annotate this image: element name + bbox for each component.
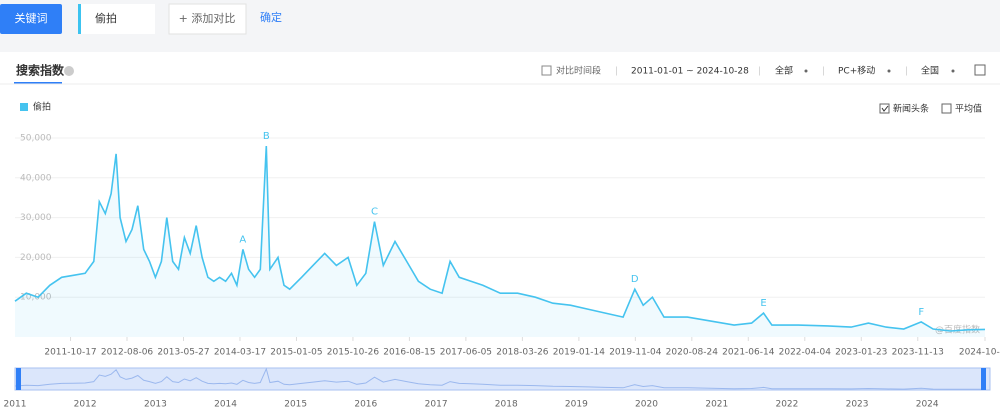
dropdown-dot [804,69,808,73]
add-compare-label[interactable]: + 添加对比 [179,11,236,25]
navigator-tick-label: 2017 [425,400,448,410]
x-tick-label: 2015-01-05 [270,348,322,358]
line [14,145,986,332]
x-tick-label: 2011-10-17 [44,348,96,358]
navigator-tick-label: 2022 [775,400,798,410]
x-tick-label: 2021-06-14 [722,348,775,358]
x-tick-label: 2023-11-13 [892,348,944,358]
x-tick-label: 2018-03-26 [496,348,549,358]
annotation: E [760,298,766,309]
annotation: C [371,207,378,218]
average-label[interactable]: 平均值 [955,103,982,115]
dropdown-dot [951,69,955,73]
navigator-handle[interactable] [16,368,21,390]
navigator-tick-label: 2014 [214,400,237,410]
x-tick-label: 2019-11-04 [609,348,662,358]
x-tick-label: 2024-10-28 [959,348,1000,358]
export-icon[interactable] [974,64,986,76]
keyword-text[interactable]: 偷拍 [95,11,117,25]
navigator-tick-label: 2012 [74,400,97,410]
keyword-button[interactable] [0,4,62,34]
navigator-tick-label: 2011 [4,400,27,410]
navigator-tick-label: 2015 [284,400,307,410]
x-tick-label: 2014-03-17 [214,348,266,358]
confirm-link[interactable]: 确定 [260,10,282,24]
help-icon[interactable] [64,66,74,76]
panel-title: 搜索指数 [16,63,65,78]
device[interactable]: PC+移动 [838,65,875,77]
annotation: B [263,131,270,142]
x-tick-label: 2022-04-04 [779,348,832,358]
title-underline [14,82,62,84]
legend-label: 偷拍 [33,101,51,113]
watermark: @百度指数 [935,324,980,336]
navigator [14,367,991,391]
x-tick-label: 2012-08-06 [101,348,154,358]
annotation: A [239,234,246,245]
navigator-tick-label: 2021 [705,400,728,410]
divider: | [615,67,618,77]
navigator-tick-label: 2024 [916,400,939,410]
y-tick-label: 50,000 [20,134,52,144]
average-checkbox[interactable] [941,103,952,114]
input-accent [78,4,81,34]
device-all[interactable]: 全部 [775,65,793,77]
navigator-tick-label: 2023 [846,400,869,410]
navigator-tick-label: 2020 [635,400,658,410]
compare-checkbox[interactable] [541,65,552,76]
navigator-tick-label: 2013 [144,400,167,410]
x-tick-label: 2019-01-14 [553,348,606,358]
news-checkbox[interactable] [879,103,890,114]
x-tick-label: 2020-08-24 [666,348,719,358]
y-tick-label: 40,000 [20,173,52,183]
navigator-line [14,367,985,390]
x-tick-label: 2017-06-05 [440,348,492,358]
y-tick-label: 10,000 [20,293,52,303]
x-tick-label: 2023-01-23 [835,348,887,358]
add-compare-button[interactable] [168,3,247,35]
annotation: F [918,307,924,318]
navigator-tick-label: 2016 [354,400,377,410]
x-tick-label: 2016-08-15 [383,348,435,358]
date-range[interactable]: 2011-01-01 ~ 2024-10-28 [631,67,749,77]
divider: | [905,67,908,77]
news-label[interactable]: 新闻头条 [893,103,929,115]
legend-swatch [20,103,28,111]
navigator-tick-label: 2018 [495,400,518,410]
x-tick-label: 2013-05-27 [157,348,209,358]
keyword-button-label[interactable]: 关键词 [15,11,48,25]
panel [0,52,1000,418]
compare-label[interactable]: 对比时间段 [556,65,601,77]
y-tick-label: 30,000 [20,213,52,223]
y-tick-label: 20,000 [20,253,52,263]
divider: | [758,67,761,77]
navigator-tick-label: 2019 [565,400,588,410]
area [15,146,985,337]
checkmark [881,105,889,112]
annotation: D [631,274,639,285]
dropdown-dot [887,69,891,73]
navigator-handle[interactable] [981,368,986,390]
keyword-input[interactable] [78,4,155,34]
x-tick-label: 2015-10-26 [327,348,380,358]
region[interactable]: 全国 [921,65,939,77]
divider: | [822,67,825,77]
